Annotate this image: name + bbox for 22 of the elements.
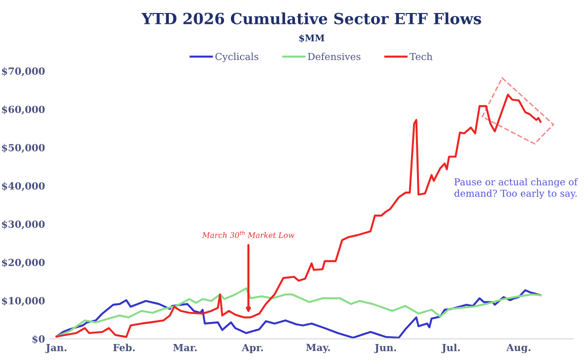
x-tick-label: Jun.: [374, 344, 396, 354]
y-tick-label: $50,000: [2, 144, 45, 153]
x-tick-label: Feb.: [113, 344, 135, 352]
legend-label: Cyclicals: [215, 52, 258, 62]
chart-subtitle: $MM: [299, 34, 324, 43]
y-tick-label: $70,000: [2, 67, 45, 76]
x-tick-label: Jul.: [441, 344, 460, 354]
x-tick-label: Apr.: [242, 344, 263, 354]
x-tick-label: Jan.: [45, 344, 66, 354]
legend-label: Defensives: [308, 52, 360, 60]
x-tick-label: May.: [306, 344, 330, 354]
y-tick-label: $60,000: [2, 106, 45, 115]
y-tick-label: $0: [32, 335, 45, 344]
annotation: Pause or actual change of demand? Too early to say.: [454, 178, 578, 199]
y-tick-label: $40,000: [2, 182, 45, 192]
x-tick-label: Mar.: [173, 344, 197, 352]
y-tick-label: $30,000: [2, 220, 45, 230]
y-tick-label: $10,000: [2, 296, 45, 306]
legend-label: Tech: [410, 52, 432, 60]
y-tick-label: $20,000: [2, 258, 45, 268]
x-tick-label: Aug.: [506, 344, 530, 354]
chart-title: YTD 2026 Cumulative Sector ETF Flows: [141, 12, 482, 24]
